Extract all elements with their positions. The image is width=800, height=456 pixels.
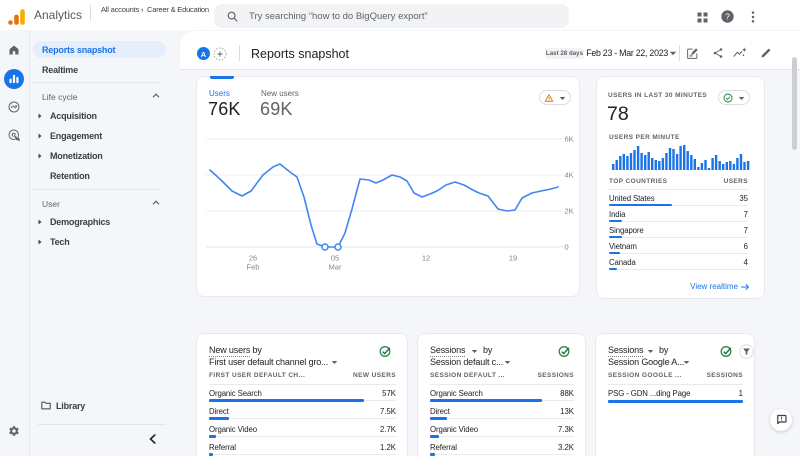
svg-text:12: 12 <box>422 254 430 263</box>
svg-text:4K: 4K <box>565 171 574 180</box>
svg-text:05: 05 <box>331 254 339 263</box>
svg-text:6K: 6K <box>565 135 574 144</box>
svg-text:Feb: Feb <box>247 263 260 272</box>
svg-text:?: ? <box>725 12 730 22</box>
svg-text:0: 0 <box>565 243 569 252</box>
svg-text:Mar: Mar <box>329 263 342 272</box>
svg-text:2K: 2K <box>565 207 574 216</box>
svg-text:26: 26 <box>249 254 257 263</box>
svg-text:19: 19 <box>509 254 517 263</box>
